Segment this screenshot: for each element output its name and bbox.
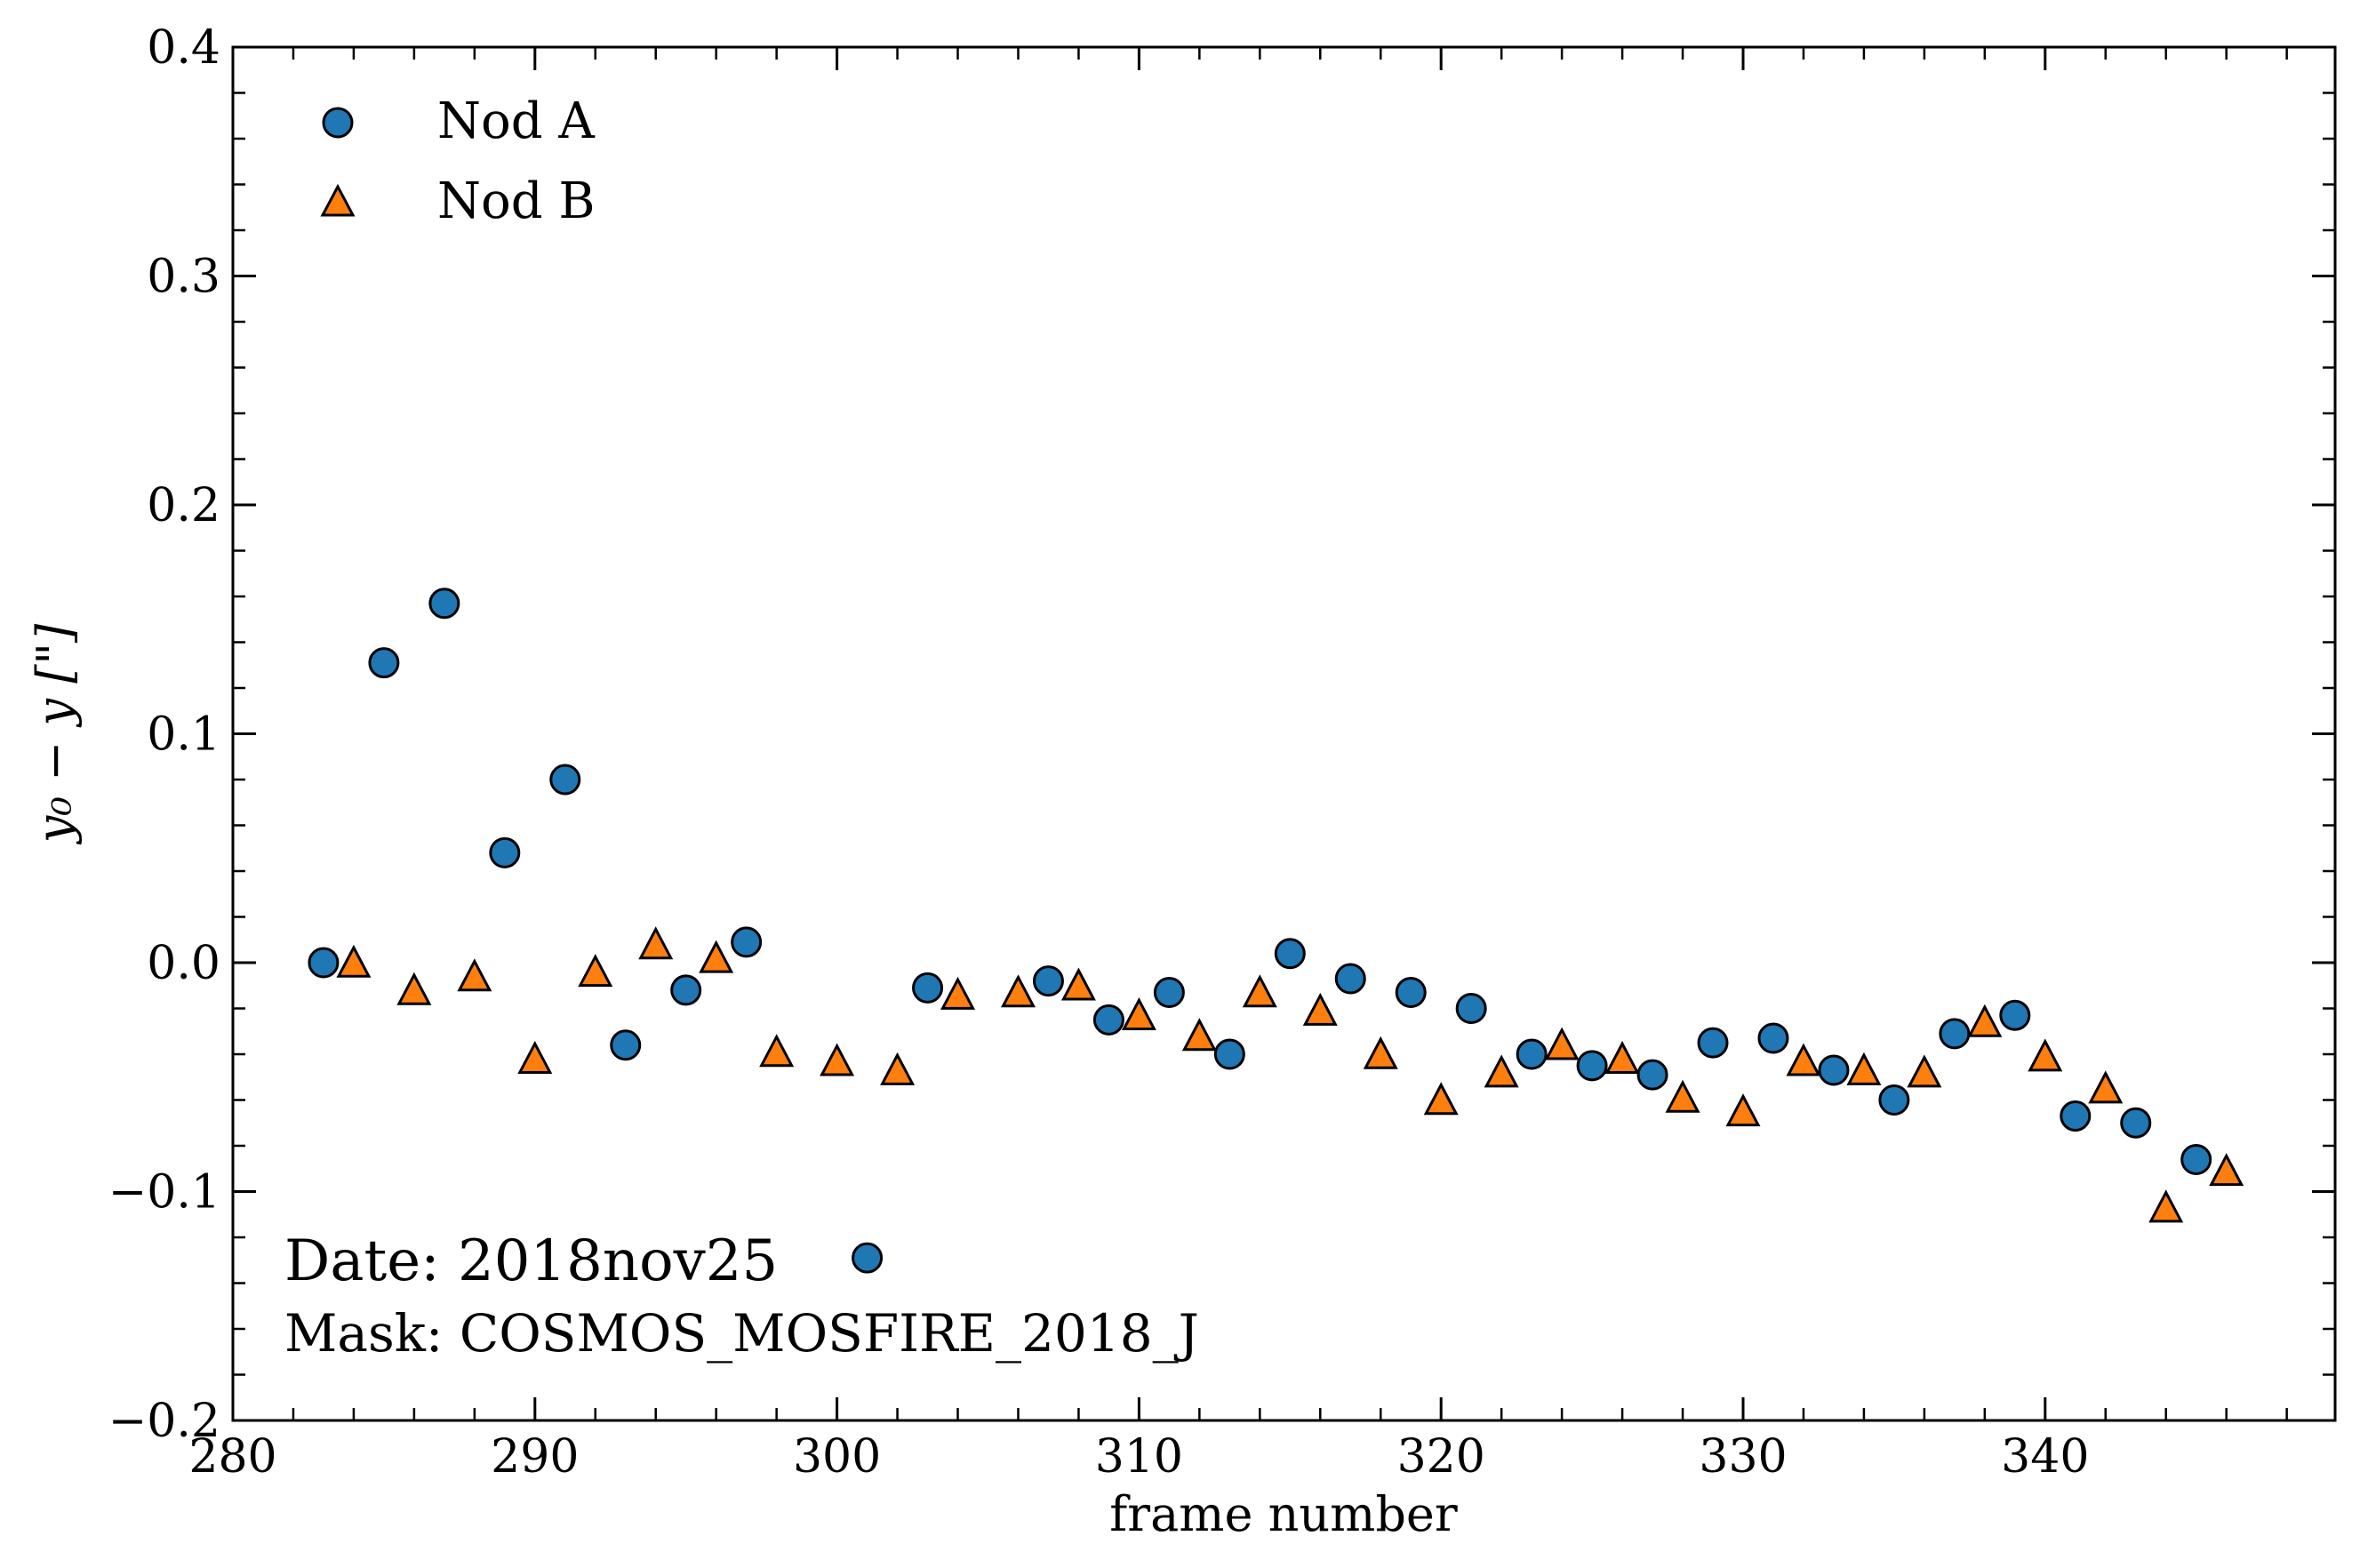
x-axis-title: frame number [1109, 1486, 1458, 1542]
point-nod-b [1725, 1093, 1761, 1127]
major-ticks [231, 45, 2335, 1422]
point-nod-a [1636, 1059, 1668, 1091]
point-nod-b [1060, 967, 1096, 1001]
x-tick-label: 330 [1699, 1430, 1787, 1484]
y-axis-title: y₀ − y ["] [27, 623, 83, 844]
data-points [308, 588, 2244, 1274]
point-nod-b [396, 972, 432, 1005]
x-tick-label: 290 [491, 1430, 579, 1484]
point-nod-a [1455, 993, 1487, 1024]
x-tick-label: 320 [1397, 1430, 1485, 1484]
point-nod-b [1907, 1054, 1942, 1088]
annotation-date: Date: 2018nov25 [284, 1228, 778, 1294]
point-nod-a [1697, 1027, 1729, 1059]
point-nod-b [2088, 1070, 2124, 1104]
point-nod-a [2180, 1143, 2212, 1175]
legend-marker-nod-b [320, 183, 356, 217]
point-nod-b [1000, 974, 1036, 1008]
point-nod-b [2028, 1038, 2063, 1072]
point-nod-a [1334, 963, 1366, 995]
point-nod-a [1032, 965, 1064, 997]
y-tick-label: −0.1 [108, 1166, 220, 1220]
point-nod-b [1846, 1052, 1882, 1085]
point-nod-b [699, 940, 734, 973]
point-nod-a [1153, 976, 1185, 1008]
point-nod-a [1818, 1054, 1850, 1086]
y-tick-label: 0.3 [147, 251, 220, 304]
point-nod-b [2148, 1189, 2184, 1223]
x-tick-label: 310 [1095, 1430, 1183, 1484]
legend-label-nod-b: Nod B [437, 172, 596, 230]
y-tick-label: −0.2 [108, 1395, 220, 1448]
point-nod-a [549, 764, 581, 796]
legend-marker-nod-a [322, 107, 354, 139]
point-nod-b [578, 954, 613, 988]
point-nod-b [1967, 1004, 2003, 1037]
x-tick-label: 300 [793, 1430, 881, 1484]
point-nod-b [336, 944, 372, 978]
point-nod-a [852, 1242, 884, 1274]
point-nod-a [2120, 1107, 2152, 1139]
legend-label-nod-a: Nod A [437, 92, 595, 150]
point-nod-b [457, 958, 492, 992]
y-tick-label: 0.0 [147, 937, 220, 990]
point-nod-b [1423, 1082, 1459, 1116]
point-nod-a [670, 974, 702, 1006]
point-nod-b [638, 926, 674, 960]
point-nod-a [610, 1029, 642, 1061]
plot-frame [231, 45, 2337, 1422]
point-nod-a [1092, 1004, 1124, 1036]
point-nod-b [880, 1052, 916, 1085]
point-nod-a [1939, 1018, 1971, 1050]
point-nod-b [1242, 974, 1277, 1008]
point-nod-b [759, 1034, 795, 1068]
tick-labels: 280 290 300 310 320 330 340 −0.2 −0.1 0.0 0.1 0.2 0.… [108, 21, 2090, 1484]
point-nod-b [1121, 997, 1156, 1031]
y-tick-label: 0.2 [147, 479, 220, 532]
legend: Nod A Nod B [320, 92, 596, 230]
point-nod-b [1786, 1043, 1821, 1076]
point-nod-b [1302, 992, 1338, 1026]
minor-ticks [231, 45, 2335, 1422]
point-nod-a [489, 836, 521, 868]
point-nod-b [1363, 1036, 1398, 1069]
y-tick-label: 0.1 [147, 708, 220, 762]
point-nod-a [731, 926, 763, 958]
point-nod-a [368, 647, 400, 679]
point-nod-a [1395, 976, 1427, 1008]
point-nod-a [912, 972, 944, 1004]
point-nod-b [820, 1043, 855, 1076]
point-nod-a [308, 947, 340, 979]
point-nod-a [1878, 1084, 1910, 1116]
point-nod-b [1604, 1040, 1640, 1074]
point-nod-b [1665, 1079, 1700, 1113]
y-tick-label: 0.4 [147, 21, 220, 75]
point-nod-a [1576, 1050, 1608, 1082]
point-nod-b [517, 1040, 553, 1074]
point-nod-a [428, 588, 460, 620]
point-nod-b [1181, 1018, 1217, 1052]
annotation-mask: Mask: COSMOS_MOSFIRE_2018_J [284, 1303, 1199, 1364]
point-nod-b [2209, 1153, 2244, 1187]
point-nod-b [940, 976, 976, 1010]
point-nod-a [1757, 1022, 1789, 1054]
point-nod-a [1999, 999, 2031, 1031]
point-nod-a [1516, 1038, 1548, 1070]
point-nod-a [2060, 1100, 2092, 1132]
x-tick-label: 340 [2001, 1430, 2089, 1484]
point-nod-a [1213, 1038, 1245, 1070]
point-nod-a [1274, 938, 1306, 970]
point-nod-b [1484, 1054, 1519, 1088]
x-tick-label: 280 [188, 1430, 276, 1484]
point-nod-b [1544, 1027, 1580, 1060]
